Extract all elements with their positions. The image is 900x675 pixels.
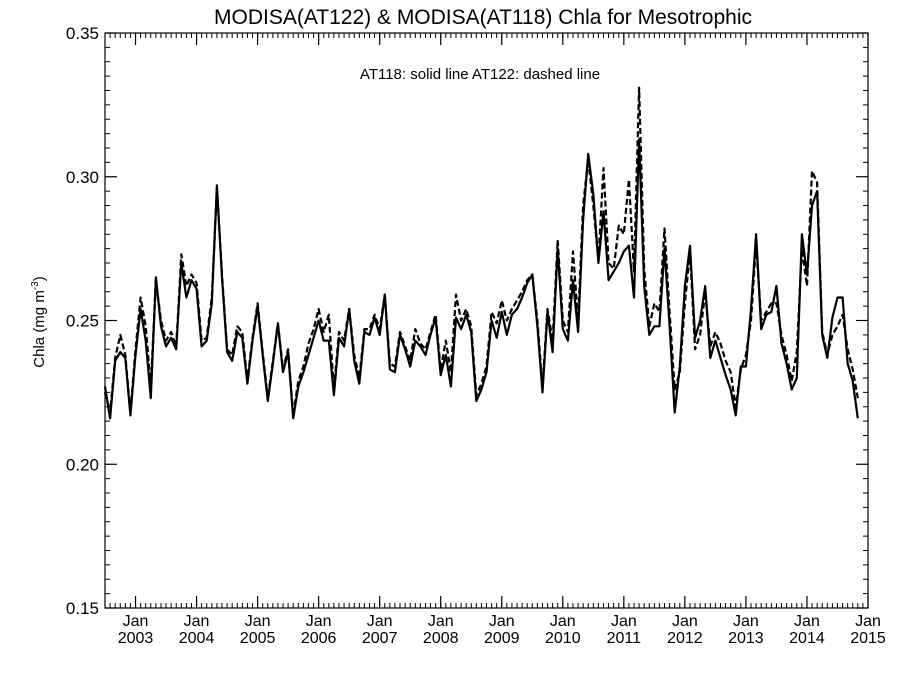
y-axis-label-main: Chla (mg m	[31, 290, 48, 368]
x-tick-label-year: 2009	[484, 630, 520, 647]
x-tick-label-year: 2006	[301, 630, 337, 647]
x-tick-label-year: 2008	[423, 630, 459, 647]
y-axis-label-superscript: -3	[30, 281, 41, 290]
x-tick-label-year: 2014	[789, 630, 825, 647]
x-tick-label-month: Jan	[245, 613, 271, 630]
x-tick-label-month: Jan	[428, 613, 454, 630]
x-tick-label-year: 2015	[850, 630, 886, 647]
series-line-at118	[103, 138, 859, 420]
x-tick-label-month: Jan	[855, 613, 881, 630]
y-axis-label-close: )	[31, 276, 48, 281]
minor-ticks	[104, 33, 869, 608]
y-tick-label: 0.25	[66, 312, 99, 331]
x-tick-label-year: 2003	[118, 630, 154, 647]
chart-title: MODISA(AT122) & MODISA(AT118) Chla for M…	[214, 6, 752, 29]
x-tick-label-month: Jan	[367, 613, 393, 630]
chart-annotation: AT118: solid line AT122: dashed line	[360, 66, 600, 83]
y-tick-label: 0.30	[66, 168, 99, 187]
x-tick-label-month: Jan	[733, 613, 759, 630]
x-tick-label-year: 2005	[240, 630, 276, 647]
x-tick-label-month: Jan	[123, 613, 149, 630]
x-tick-label-month: Jan	[672, 613, 698, 630]
x-tick-label-year: 2012	[667, 630, 703, 647]
y-tick-label: 0.20	[66, 455, 99, 474]
x-tick-label-year: 2004	[179, 630, 215, 647]
x-tick-label-year: 2010	[545, 630, 581, 647]
x-tick-label-year: 2011	[607, 630, 642, 647]
x-tick-label-month: Jan	[184, 613, 210, 630]
x-tick-label-year: 2013	[728, 630, 764, 647]
y-axis-label: Chla (mg m-3)	[30, 276, 48, 367]
x-axis: Jan2003Jan2004Jan2005Jan2006Jan2007Jan20…	[118, 33, 886, 647]
series-layer	[103, 86, 859, 420]
x-tick-label-month: Jan	[794, 613, 820, 630]
y-tick-label: 0.15	[66, 599, 99, 618]
x-tick-label-year: 2007	[362, 630, 398, 647]
x-tick-label-month: Jan	[306, 613, 332, 630]
x-tick-label-month: Jan	[550, 613, 576, 630]
y-tick-label: 0.35	[66, 24, 99, 43]
series-line-at122	[103, 86, 859, 417]
plot-frame	[104, 32, 869, 609]
x-tick-label-month: Jan	[611, 613, 637, 630]
y-axis: 0.15 0.20 0.25 0.30 0.35	[66, 24, 868, 618]
x-tick-label-month: Jan	[489, 613, 515, 630]
